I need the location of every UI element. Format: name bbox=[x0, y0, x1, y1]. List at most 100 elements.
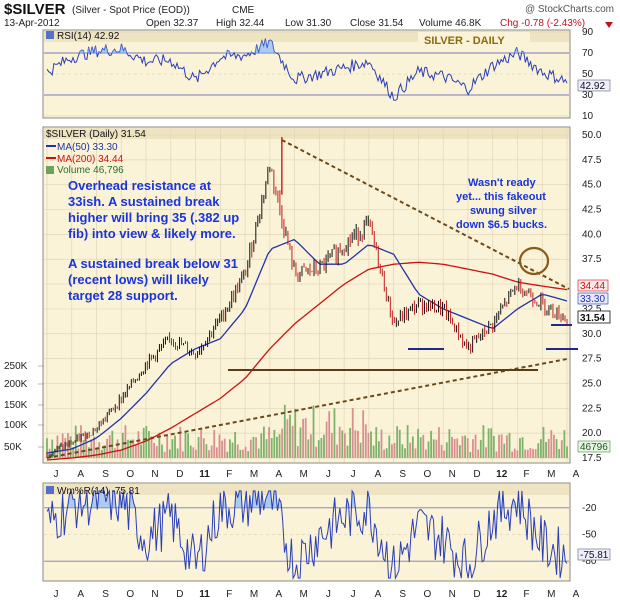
volume-bar bbox=[234, 431, 237, 458]
volume-bar bbox=[200, 428, 203, 458]
x-tick-label: A bbox=[276, 589, 283, 600]
x-tick-label: M bbox=[299, 589, 307, 600]
volume-bar bbox=[77, 448, 80, 458]
volume-bar bbox=[273, 429, 276, 458]
volume-bar bbox=[380, 429, 383, 458]
rsi-label-text: RSI(14) 42.92 bbox=[57, 31, 120, 42]
date-label: 13-Apr-2012 bbox=[4, 18, 60, 29]
volume-bar bbox=[542, 427, 545, 458]
volume-tag-value: 46796 bbox=[580, 442, 608, 453]
volume-bar bbox=[440, 445, 443, 458]
x-tick-label: F bbox=[226, 589, 232, 600]
volume-bar bbox=[474, 434, 477, 458]
volume-bar bbox=[119, 450, 122, 458]
volume-bar bbox=[153, 442, 156, 458]
fakeout-circle bbox=[518, 246, 550, 276]
x-tick-label: M bbox=[547, 469, 555, 480]
volume-bar bbox=[134, 444, 137, 458]
volume-bar bbox=[166, 435, 169, 458]
volume-bar bbox=[427, 441, 430, 458]
volume-bar bbox=[244, 446, 247, 458]
volume-bar bbox=[268, 427, 271, 458]
x-tick-label: S bbox=[102, 589, 109, 600]
volume-bar bbox=[213, 429, 216, 458]
volume-bar bbox=[296, 446, 299, 458]
price-legend-title: $SILVER (Daily) 31.54 bbox=[46, 129, 146, 140]
volume-bar bbox=[532, 448, 534, 458]
volume-bar bbox=[357, 430, 359, 458]
x-tick-label: A bbox=[77, 589, 84, 600]
volume-bar bbox=[414, 448, 417, 458]
price-gridlines bbox=[44, 128, 569, 462]
volume-bar bbox=[464, 435, 466, 458]
rsi-current-tag bbox=[577, 79, 611, 92]
volume-bar bbox=[111, 430, 114, 458]
price-tick-label: 22.5 bbox=[582, 403, 602, 414]
volume-bar bbox=[333, 408, 336, 458]
volume-tick-label: 150K bbox=[4, 400, 28, 411]
x-tick-label: S bbox=[399, 469, 406, 480]
wr-tick-label: -80 bbox=[582, 556, 597, 567]
volume-bar bbox=[417, 428, 419, 458]
volume-bar bbox=[336, 444, 338, 458]
volume-bar bbox=[93, 436, 95, 458]
volume-bar bbox=[445, 442, 448, 458]
volume-bar bbox=[550, 430, 553, 458]
x-axis-main: J A S O N D 11 F M A M J J A S O N D 12 F M A bbox=[54, 469, 580, 480]
close-stat: Close 31.54 bbox=[350, 18, 404, 29]
x-tick-label: J bbox=[351, 469, 356, 480]
x-tick-label: J bbox=[326, 469, 331, 480]
volume-bar bbox=[312, 405, 315, 458]
volume-bar bbox=[307, 439, 310, 458]
volume-axis: 250K 200K 150K 100K 50K bbox=[4, 361, 44, 453]
volume-legend: Volume 46,796 bbox=[57, 165, 124, 176]
x-tick-label: D bbox=[176, 469, 183, 480]
silver-daily-badge: SILVER - DAILY bbox=[424, 35, 505, 47]
williams-r-header bbox=[44, 484, 569, 495]
volume-bar bbox=[161, 444, 163, 458]
price-tick-label: 27.5 bbox=[582, 354, 602, 365]
volume-bar bbox=[289, 414, 291, 458]
volume-bar bbox=[377, 441, 380, 458]
volume-bar bbox=[553, 434, 555, 458]
williams-r-panel bbox=[42, 482, 571, 582]
low-stat: Low 31.30 bbox=[285, 18, 332, 29]
annotation-resistance-2: 33ish. A sustained break bbox=[68, 194, 220, 209]
volume-bar bbox=[304, 418, 307, 458]
volume-bar bbox=[226, 451, 229, 458]
volume-bar bbox=[132, 439, 135, 458]
volume-bar bbox=[127, 439, 129, 458]
volume-bar bbox=[558, 449, 561, 458]
volume-bar bbox=[315, 446, 318, 458]
change-stat: Chg -0.78 (-2.43%) bbox=[500, 18, 585, 29]
volume-bar bbox=[343, 433, 346, 458]
volume-bar bbox=[270, 438, 273, 458]
rsi-series-line bbox=[46, 38, 568, 101]
annotation-support-2: (recent lows) will likely bbox=[68, 272, 210, 287]
volume-bar bbox=[406, 425, 409, 458]
volume-bar bbox=[208, 450, 210, 458]
down-arrow-icon bbox=[605, 22, 613, 28]
volume-bar bbox=[411, 436, 414, 458]
x-tick-label: J bbox=[326, 589, 331, 600]
volume-bar bbox=[145, 426, 148, 458]
volume-bar bbox=[555, 439, 558, 458]
volume-bar bbox=[168, 449, 171, 458]
price-tick-label: 32.5 bbox=[582, 304, 602, 315]
volume-bar bbox=[121, 432, 124, 458]
x-tick-label: A bbox=[375, 469, 382, 480]
annotation-fakeout-4: down $6.5 bucks. bbox=[456, 219, 547, 231]
volume-tick-label: 50K bbox=[4, 442, 22, 453]
x-tick-label: O bbox=[424, 469, 432, 480]
volume-bar bbox=[171, 439, 174, 458]
volume-bar bbox=[498, 434, 500, 458]
wr-axis: -20 -50 -80 bbox=[582, 503, 597, 567]
volume-bar bbox=[566, 446, 568, 458]
volume-bar bbox=[87, 447, 90, 458]
x-tick-label: D bbox=[473, 589, 480, 600]
volume-bar bbox=[354, 430, 357, 458]
volume-bar bbox=[98, 442, 101, 458]
volume-bar bbox=[456, 438, 459, 458]
volume-bar bbox=[524, 449, 527, 458]
